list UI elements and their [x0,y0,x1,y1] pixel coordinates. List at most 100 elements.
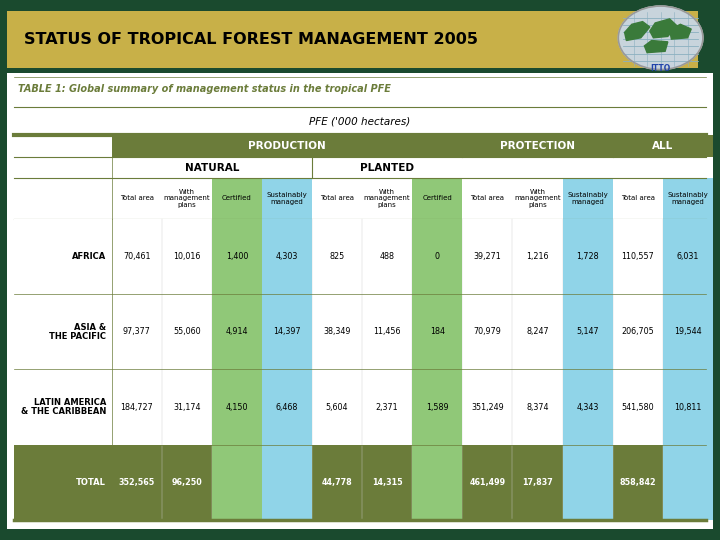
Text: Sustainably
managed: Sustainably managed [266,192,307,205]
Text: Total area: Total area [120,195,153,201]
Text: PROTECTION: PROTECTION [500,141,575,151]
Polygon shape [625,22,650,40]
Polygon shape [650,19,677,38]
Bar [662,369,713,445]
Text: 2,371: 2,371 [376,403,398,411]
Text: 6,468: 6,468 [276,403,298,411]
Text: ITTO: ITTO [650,64,671,73]
Text: With
management
plans: With management plans [364,189,410,208]
Text: AFRICA: AFRICA [72,252,106,261]
Bar [562,294,613,369]
Text: 6,031: 6,031 [677,252,699,261]
Bar [662,178,713,520]
Text: Sustainably
managed: Sustainably managed [567,192,608,205]
Text: 96,250: 96,250 [171,478,202,487]
Text: ALL: ALL [652,141,673,151]
Text: 5,604: 5,604 [326,403,348,411]
Text: 25,168: 25,168 [271,478,302,487]
Text: 8,247: 8,247 [526,327,549,336]
Text: 10,016: 10,016 [173,252,200,261]
Bar [312,157,462,178]
Bar [262,445,312,520]
Bar [462,136,613,157]
Bar [262,219,312,294]
Text: With
management
plans: With management plans [163,189,210,208]
Text: 110,557: 110,557 [621,252,654,261]
Bar [413,369,462,445]
Bar [14,445,706,520]
Text: 1,216: 1,216 [526,252,549,261]
Text: 1,773: 1,773 [425,478,450,487]
Bar [212,445,262,520]
Text: ASIA &
THE PACIFIC: ASIA & THE PACIFIC [49,322,106,341]
Bar [562,445,613,520]
Text: PRODUCTION: PRODUCTION [248,141,326,151]
Polygon shape [670,24,691,39]
Text: 825: 825 [330,252,345,261]
Text: 55,060: 55,060 [173,327,201,336]
Text: 1,589: 1,589 [426,403,449,411]
Text: 5,147: 5,147 [576,327,599,336]
Text: Total area: Total area [470,195,505,201]
Text: STATUS OF TROPICAL FOREST MANAGEMENT 2005: STATUS OF TROPICAL FOREST MANAGEMENT 200… [24,32,479,46]
Bar [14,219,706,294]
Bar [14,294,706,369]
Bar [262,369,312,445]
Text: 1,728: 1,728 [576,252,599,261]
FancyBboxPatch shape [0,10,712,69]
Text: With
management
plans: With management plans [514,189,561,208]
Bar [212,178,262,520]
Text: PLANTED: PLANTED [360,163,414,173]
Bar [662,445,713,520]
Text: 17,837: 17,837 [522,478,553,487]
Text: 206,705: 206,705 [621,327,654,336]
Text: 36,386: 36,386 [672,478,703,487]
Text: 11,218: 11,218 [572,478,603,487]
Text: 4,914: 4,914 [225,327,248,336]
Bar [413,178,462,520]
Bar [262,178,312,520]
Text: 541,580: 541,580 [621,403,654,411]
Text: 461,499: 461,499 [469,478,505,487]
Text: 44,778: 44,778 [322,478,353,487]
Text: 351,249: 351,249 [471,403,504,411]
Text: 39,271: 39,271 [474,252,501,261]
Polygon shape [644,40,668,52]
Bar [662,294,713,369]
Text: 4,150: 4,150 [225,403,248,411]
Bar [413,294,462,369]
Bar [562,219,613,294]
Bar [262,294,312,369]
Bar [562,369,613,445]
Text: 488: 488 [379,252,395,261]
Text: Certified: Certified [222,195,252,201]
Text: 352,565: 352,565 [119,478,155,487]
Text: 10,811: 10,811 [674,403,701,411]
Text: LATIN AMERICA
& THE CARIBBEAN: LATIN AMERICA & THE CARIBBEAN [21,398,106,416]
Circle shape [618,6,703,70]
Text: Certified: Certified [423,195,452,201]
Bar [613,136,713,157]
Text: 14,315: 14,315 [372,478,402,487]
Text: 38,349: 38,349 [323,327,351,336]
Text: 14,397: 14,397 [273,327,301,336]
Bar [662,219,713,294]
Bar [112,157,312,178]
Bar [212,219,262,294]
Text: 858,842: 858,842 [619,478,656,487]
Text: 70,979: 70,979 [474,327,501,336]
Text: Total area: Total area [621,195,654,201]
Text: 1,400: 1,400 [225,252,248,261]
Text: 4,343: 4,343 [577,403,599,411]
Text: Total area: Total area [320,195,354,201]
Text: TABLE 1: Global summary of management status in the tropical PFE: TABLE 1: Global summary of management st… [18,84,391,94]
Text: 184,727: 184,727 [120,403,153,411]
Text: 11,456: 11,456 [374,327,401,336]
Bar [413,219,462,294]
Text: 8,374: 8,374 [526,403,549,411]
Text: 184: 184 [430,327,445,336]
Text: Sustainably
managed: Sustainably managed [667,192,708,205]
Bar [14,369,706,445]
Text: 70,461: 70,461 [123,252,150,261]
Text: 0: 0 [435,252,440,261]
